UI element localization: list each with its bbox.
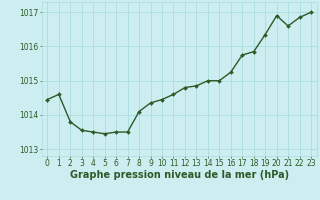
- X-axis label: Graphe pression niveau de la mer (hPa): Graphe pression niveau de la mer (hPa): [70, 170, 289, 180]
